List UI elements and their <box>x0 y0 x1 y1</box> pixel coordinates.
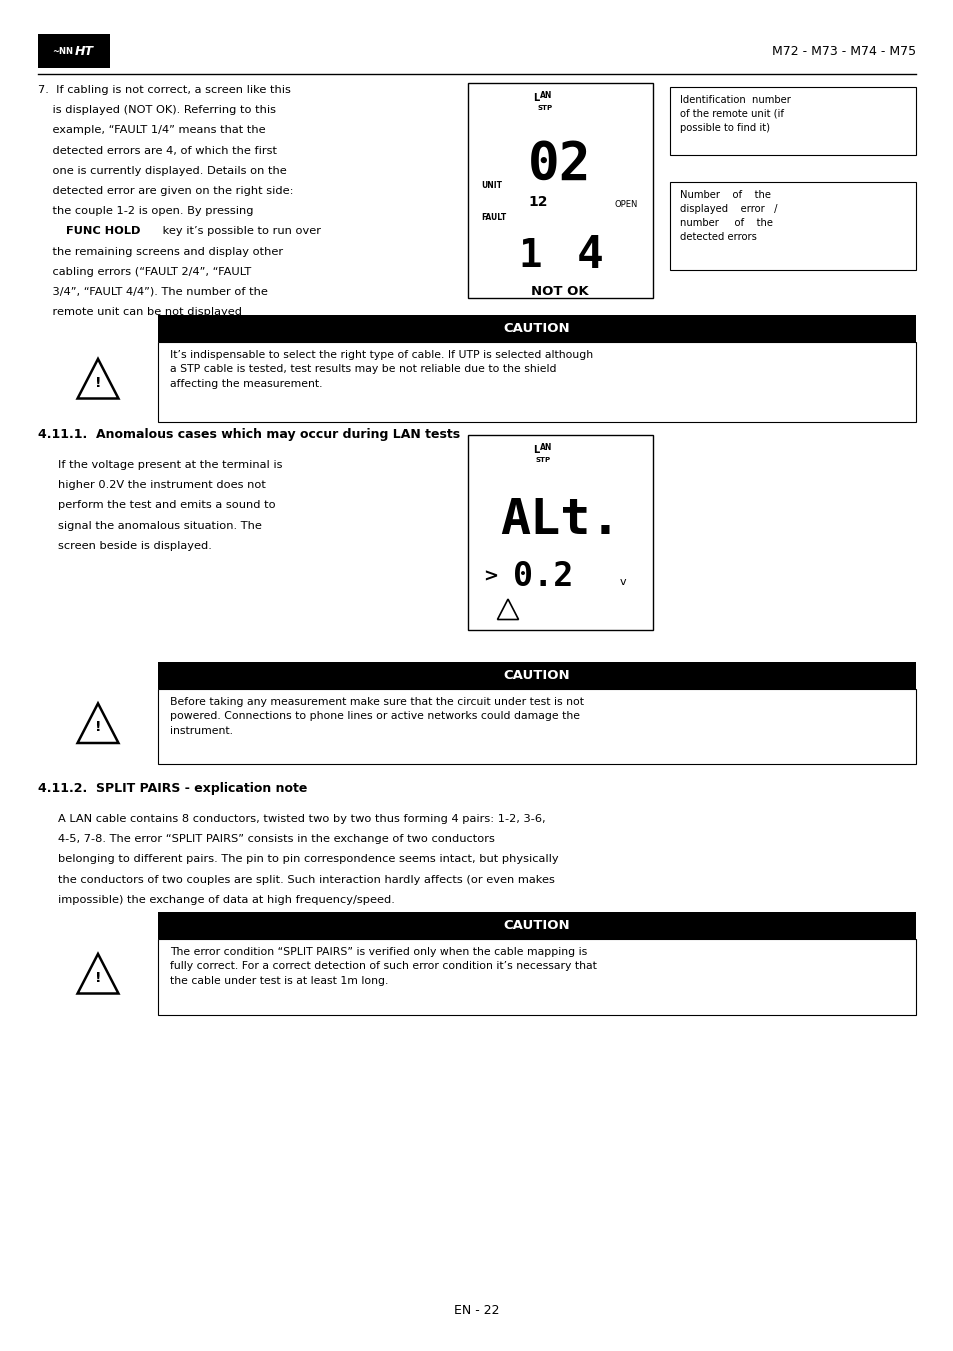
Bar <box>158 689 915 765</box>
Text: 0.2: 0.2 <box>513 561 573 593</box>
Text: 4: 4 <box>576 235 602 277</box>
Text: CAUTION: CAUTION <box>503 919 570 932</box>
Text: STP: STP <box>536 457 551 463</box>
Text: A LAN cable contains 8 conductors, twisted two by two thus forming 4 pairs: 1-2,: A LAN cable contains 8 conductors, twist… <box>58 815 545 824</box>
Text: higher 0.2V the instrument does not: higher 0.2V the instrument does not <box>58 480 266 490</box>
Text: the remaining screens and display other: the remaining screens and display other <box>38 247 283 257</box>
Text: 7.  If cabling is not correct, a screen like this: 7. If cabling is not correct, a screen l… <box>38 85 291 95</box>
Text: detected error are given on the right side:: detected error are given on the right si… <box>38 186 294 196</box>
Bar <box>158 662 915 689</box>
Text: cabling errors (“FAULT 2/4”, “FAULT: cabling errors (“FAULT 2/4”, “FAULT <box>38 266 251 277</box>
Text: CAUTION: CAUTION <box>503 669 570 682</box>
Text: !: ! <box>94 720 101 734</box>
Text: It’s indispensable to select the right type of cable. If UTP is selected althoug: It’s indispensable to select the right t… <box>170 350 593 389</box>
Text: ~ΝΝ: ~ΝΝ <box>52 46 73 55</box>
Text: Number    of    the
displayed    error   /
number     of    the
detected errors: Number of the displayed error / number o… <box>679 190 777 242</box>
Bar <box>158 912 915 939</box>
Bar <box>669 182 915 270</box>
Text: 4.11.2.  SPLIT PAIRS - explication note: 4.11.2. SPLIT PAIRS - explication note <box>38 782 307 794</box>
Text: HT: HT <box>74 45 93 58</box>
Bar <box>38 34 110 68</box>
Bar <box>158 939 915 1015</box>
Text: The error condition “SPLIT PAIRS” is verified only when the cable mapping is
ful: The error condition “SPLIT PAIRS” is ver… <box>170 947 597 986</box>
Bar <box>669 86 915 155</box>
Text: L: L <box>533 93 538 103</box>
Text: L: L <box>533 444 538 455</box>
Text: !: ! <box>94 376 101 389</box>
Text: screen beside is displayed.: screen beside is displayed. <box>58 540 212 551</box>
Polygon shape <box>77 954 118 993</box>
Text: key it’s possible to run over: key it’s possible to run over <box>159 227 320 236</box>
Text: remote unit can be not displayed: remote unit can be not displayed <box>38 307 242 317</box>
Text: 3/4”, “FAULT 4/4”). The number of the: 3/4”, “FAULT 4/4”). The number of the <box>38 286 268 297</box>
Bar <box>158 342 915 422</box>
Text: STP: STP <box>537 105 552 111</box>
Polygon shape <box>77 704 118 743</box>
Text: perform the test and emits a sound to: perform the test and emits a sound to <box>58 500 275 511</box>
Text: impossible) the exchange of data at high frequency/speed.: impossible) the exchange of data at high… <box>58 894 395 905</box>
Bar <box>158 315 915 342</box>
Text: EN - 22: EN - 22 <box>454 1305 499 1317</box>
Text: ALt.: ALt. <box>499 496 619 544</box>
Text: NOT OK: NOT OK <box>531 285 588 299</box>
Bar <box>468 82 652 299</box>
Text: Before taking any measurement make sure that the circuit under test is not
power: Before taking any measurement make sure … <box>170 697 583 736</box>
Text: one is currently displayed. Details on the: one is currently displayed. Details on t… <box>38 166 287 176</box>
Text: 4.11.1.  Anomalous cases which may occur during LAN tests: 4.11.1. Anomalous cases which may occur … <box>38 428 459 440</box>
Text: the conductors of two couples are split. Such interaction hardly affects (or eve: the conductors of two couples are split.… <box>58 874 555 885</box>
Text: example, “FAULT 1/4” means that the: example, “FAULT 1/4” means that the <box>38 126 265 135</box>
Text: >: > <box>482 567 497 586</box>
Text: signal the anomalous situation. The: signal the anomalous situation. The <box>58 520 262 531</box>
Polygon shape <box>497 598 518 620</box>
Text: 4-5, 7-8. The error “SPLIT PAIRS” consists in the exchange of two conductors: 4-5, 7-8. The error “SPLIT PAIRS” consis… <box>58 834 495 844</box>
Text: M72 - M73 - M74 - M75: M72 - M73 - M74 - M75 <box>771 45 915 58</box>
Text: is displayed (NOT OK). Referring to this: is displayed (NOT OK). Referring to this <box>38 105 275 115</box>
Text: Identification  number
of the remote unit (if
possible to find it): Identification number of the remote unit… <box>679 95 790 132</box>
Text: CAUTION: CAUTION <box>503 322 570 335</box>
Text: FUNC HOLD: FUNC HOLD <box>66 227 140 236</box>
Text: 02: 02 <box>528 139 591 190</box>
Bar <box>468 435 652 630</box>
Text: v: v <box>619 577 626 586</box>
Text: FAULT: FAULT <box>480 213 506 222</box>
Text: If the voltage present at the terminal is: If the voltage present at the terminal i… <box>58 459 282 470</box>
Text: 1: 1 <box>517 236 541 276</box>
Text: AN: AN <box>539 443 552 453</box>
Text: belonging to different pairs. The pin to pin correspondence seems intact, but ph: belonging to different pairs. The pin to… <box>58 854 558 865</box>
Text: detected errors are 4, of which the first: detected errors are 4, of which the firs… <box>38 146 276 155</box>
Text: AN: AN <box>539 91 552 100</box>
Text: !: ! <box>94 970 101 985</box>
Text: the couple 1-2 is open. By pressing: the couple 1-2 is open. By pressing <box>38 207 253 216</box>
Text: UNIT: UNIT <box>480 181 501 190</box>
Text: OPEN: OPEN <box>614 200 637 209</box>
Polygon shape <box>77 359 118 399</box>
Text: 12: 12 <box>527 195 547 209</box>
